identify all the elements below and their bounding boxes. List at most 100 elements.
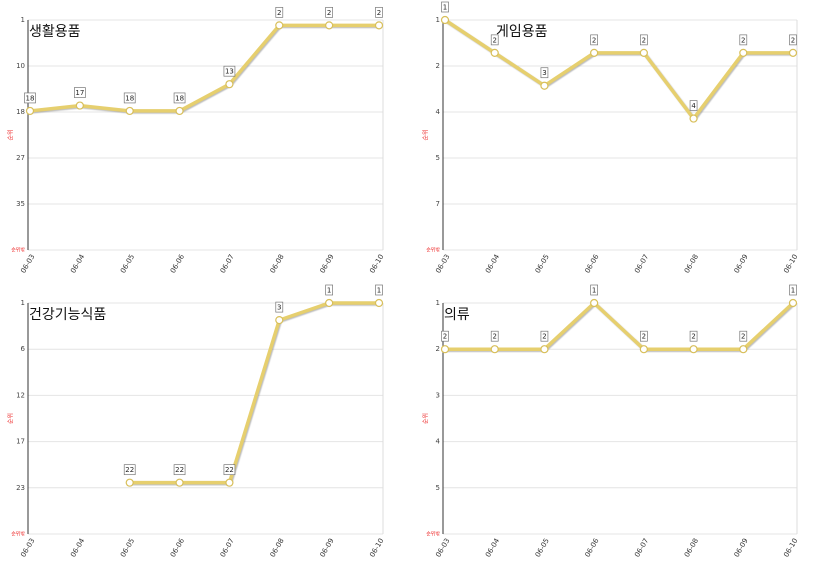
point — [639, 48, 648, 57]
point — [175, 478, 184, 487]
chart-panel: 1 2 4 5 7 순위밖 순위 게임용품 06-03 06-04 06-05 06-06 06-07 0… — [422, 1, 799, 275]
line — [445, 301, 795, 351]
y-tick-label: 23 — [16, 484, 25, 492]
value-label: 2 — [327, 9, 331, 17]
x-tick-label: 06-06 — [169, 253, 186, 275]
point — [788, 298, 798, 308]
value-label-box — [640, 34, 648, 46]
y-tick-label: 1 — [436, 299, 440, 307]
point — [225, 80, 234, 89]
point — [225, 478, 234, 487]
value-label: 1 — [327, 287, 331, 295]
point — [275, 21, 284, 30]
value-label: 2 — [791, 36, 795, 44]
point — [689, 114, 698, 123]
value-label-box — [441, 330, 449, 342]
x-tick-label: 06-09 — [733, 253, 750, 275]
y-tick-label: 27 — [16, 154, 25, 162]
point — [490, 48, 499, 57]
point — [490, 345, 499, 354]
point — [440, 345, 450, 354]
x-tick-label: 06-08 — [683, 537, 700, 559]
point — [590, 48, 599, 57]
y-tick-label: 6 — [21, 345, 26, 353]
value-label: 3 — [542, 69, 546, 77]
y-tick-label: 12 — [16, 391, 25, 399]
point — [739, 345, 748, 354]
line — [129, 301, 379, 485]
value-label: 2 — [377, 9, 381, 17]
x-tick-label: 06-08 — [269, 253, 286, 275]
value-label-box — [325, 6, 333, 18]
x-tick-label: 06-10 — [782, 253, 799, 275]
x-tick-label: 06-06 — [584, 537, 601, 559]
value-label: 1 — [443, 4, 447, 12]
point — [325, 298, 334, 308]
y-tick-label: 1 — [436, 16, 440, 24]
x-tick-label: 06-04 — [69, 537, 86, 559]
value-label: 18 — [175, 94, 184, 102]
value-label-box — [24, 92, 36, 104]
y-tick-label: 5 — [436, 484, 440, 492]
y-tick-label: 35 — [16, 200, 25, 208]
point — [374, 21, 384, 30]
x-tick-label: 06-03 — [434, 537, 451, 559]
x-tick-label: 06-08 — [683, 253, 700, 275]
y-tick-label: 10 — [16, 62, 25, 70]
y-tick-label: 4 — [436, 108, 441, 116]
value-label-box — [375, 6, 383, 18]
x-tick-label: 06-09 — [319, 537, 336, 559]
x-tick-label: 06-09 — [733, 537, 750, 559]
line — [29, 23, 379, 113]
y-axis-label: 순위 — [7, 413, 15, 424]
point — [25, 106, 35, 116]
x-tick-label: 06-04 — [484, 537, 501, 559]
x-tick-label: 06-07 — [633, 253, 650, 275]
value-label: 2 — [443, 333, 447, 341]
chart-title: 건강기능식품 — [29, 307, 106, 323]
x-tick-label: 06-07 — [633, 537, 650, 559]
point — [639, 345, 648, 354]
value-label-box — [375, 284, 383, 296]
x-tick-label: 06-06 — [169, 537, 186, 559]
x-tick-label: 06-03 — [19, 537, 36, 559]
x-tick-label: 06-03 — [19, 253, 36, 275]
y-tick-label: 순위밖 — [11, 531, 25, 538]
point — [739, 48, 748, 57]
value-label: 2 — [642, 333, 646, 341]
point — [275, 316, 284, 325]
value-label: 2 — [741, 36, 745, 44]
point — [590, 298, 599, 308]
value-label-box — [490, 34, 499, 46]
x-tick-label: 06-03 — [434, 253, 451, 275]
point — [788, 48, 798, 57]
chart-panel: 1 10 18 27 35 순위밖 순위 생활용품 06-03 06-04 06-05 06-06 06… — [7, 6, 385, 275]
value-label: 4 — [691, 102, 696, 110]
value-label-box — [123, 92, 136, 104]
value-label: 2 — [277, 9, 281, 17]
chart-title: 의류 — [444, 307, 470, 323]
point — [540, 345, 549, 354]
value-label-box — [739, 330, 748, 342]
x-tick-label: 06-04 — [484, 253, 501, 275]
point — [374, 298, 384, 308]
point — [75, 101, 84, 110]
value-label-box — [441, 1, 449, 13]
value-label: 2 — [741, 333, 745, 341]
value-label: 1 — [791, 287, 795, 295]
x-tick-label: 06-04 — [69, 253, 86, 275]
point — [125, 478, 134, 487]
value-label: 18 — [125, 94, 134, 102]
y-tick-label: 17 — [16, 438, 25, 446]
y-axis-label: 순위 — [422, 129, 430, 140]
value-label-box — [590, 284, 598, 296]
value-label: 17 — [75, 89, 84, 97]
value-label: 1 — [377, 287, 381, 295]
point — [689, 345, 698, 354]
y-tick-label: 3 — [436, 391, 440, 399]
value-label-box — [173, 92, 186, 104]
x-tick-label: 06-05 — [534, 537, 551, 559]
y-tick-label: 1 — [21, 299, 25, 307]
chart-title: 게임용품 — [496, 24, 548, 40]
